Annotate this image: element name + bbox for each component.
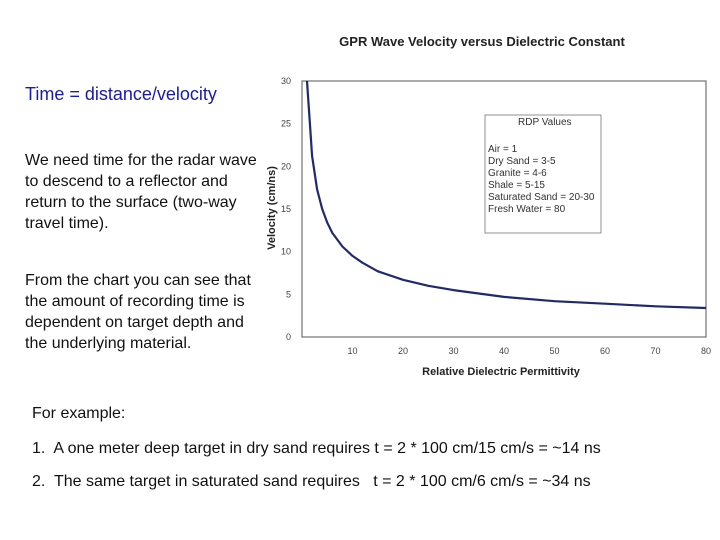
- x-tick-label: 40: [499, 346, 509, 356]
- paragraph-travel-time: We need time for the radar wave to desce…: [25, 152, 257, 232]
- x-tick-label: 30: [448, 346, 458, 356]
- x-tick-label: 50: [549, 346, 559, 356]
- x-axis-label: Relative Dielectric Permittivity: [422, 366, 581, 378]
- series-line: [305, 80, 707, 310]
- example-dry-sand: 1. A one meter deep target in dry sand r…: [32, 440, 601, 457]
- x-tick-label: 10: [347, 346, 357, 356]
- x-tick-label: 70: [650, 346, 660, 356]
- legend-entry: Granite = 4-6: [488, 168, 547, 179]
- legend-entry: Fresh Water = 80: [488, 204, 566, 215]
- examples-label: For example:: [32, 405, 126, 422]
- x-tick-label: 80: [701, 346, 711, 356]
- y-tick-label: 0: [286, 332, 291, 342]
- velocity-chart: GPR Wave Velocity versus Dielectric Cons…: [266, 34, 711, 378]
- example-saturated-sand: 2. The same target in saturated sand req…: [32, 473, 591, 490]
- y-tick-label: 25: [281, 119, 291, 129]
- legend-title: RDP Values: [518, 117, 572, 128]
- legend-entry: Shale = 5-15: [488, 180, 545, 191]
- chart-title: GPR Wave Velocity versus Dielectric Cons…: [339, 34, 625, 49]
- legend: RDP Values Air = 1 Dry Sand = 3-5 Granit…: [484, 114, 602, 234]
- legend-entry: Air = 1: [488, 144, 518, 155]
- y-tick-label: 20: [281, 161, 291, 171]
- y-tick-label: 15: [281, 204, 291, 214]
- legend-entry: Saturated Sand = 20-30: [488, 192, 595, 203]
- y-axis-label: Velocity (cm/ns): [266, 166, 278, 250]
- x-tick-label: 20: [398, 346, 408, 356]
- y-tick-label: 10: [281, 247, 291, 257]
- y-tick-label: 30: [281, 76, 291, 86]
- legend-entry: Dry Sand = 3-5: [488, 156, 556, 167]
- x-tick-label: 60: [600, 346, 610, 356]
- y-tick-label: 5: [286, 289, 291, 299]
- heading-time-formula: Time = distance/velocity: [25, 84, 217, 104]
- legend-box: [484, 114, 602, 234]
- paragraph-recording-time: From the chart you can see that the amou…: [25, 272, 251, 352]
